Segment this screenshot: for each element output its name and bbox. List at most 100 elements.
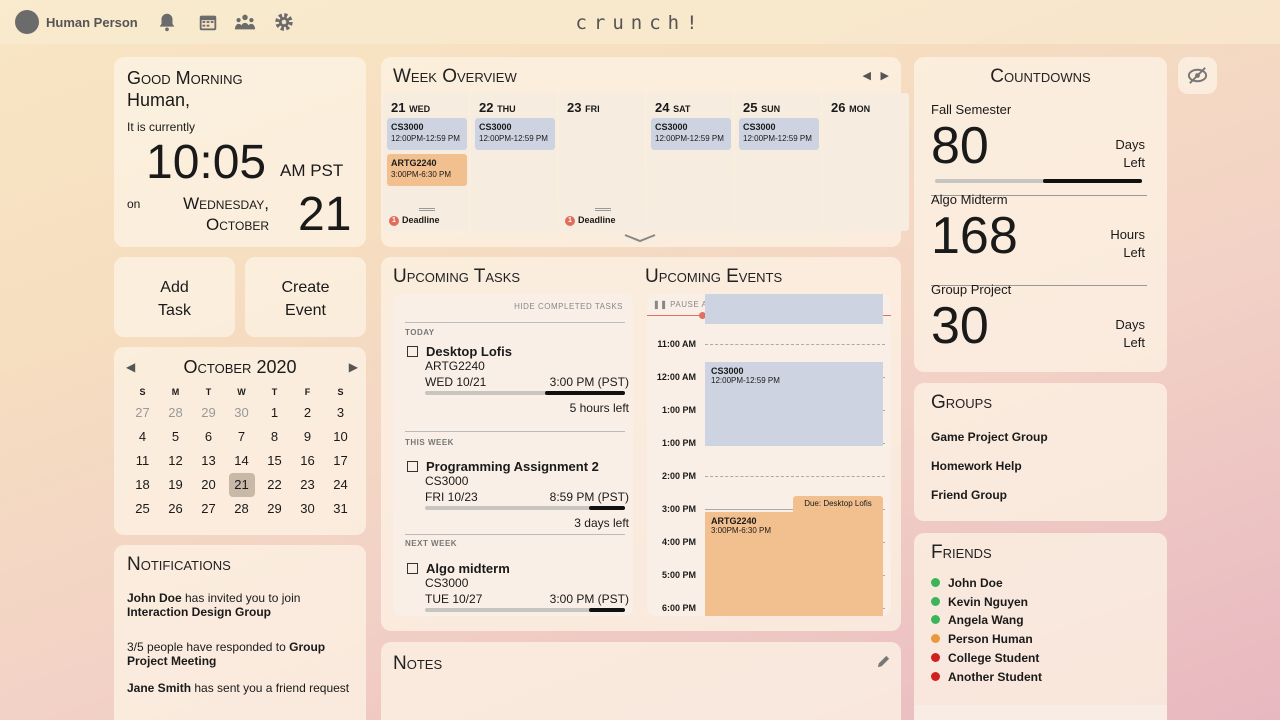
group-item[interactable]: Game Project Group xyxy=(931,430,1048,444)
calendar-day[interactable]: 28 xyxy=(159,401,192,425)
calendar-day-label: 6 xyxy=(204,429,213,444)
week-day-header: 26 MON xyxy=(831,100,870,115)
calendar-day[interactable]: 20 xyxy=(192,473,225,497)
week-day-column[interactable]: 25 SUN CS3000 12:00PM-12:59 PM xyxy=(735,93,821,231)
calendar-day-label: 12 xyxy=(168,453,183,468)
notification-item[interactable]: 3/5 people have responded to Group Proje… xyxy=(127,640,352,668)
week-event[interactable]: CS3000 12:00PM-12:59 PM xyxy=(475,118,555,150)
expand-chevron-icon[interactable] xyxy=(623,233,657,243)
week-day-column[interactable]: 23 FRI 1 Deadline xyxy=(559,93,645,231)
calendar-day[interactable]: 22 xyxy=(258,473,291,497)
calendar-day[interactable]: 16 xyxy=(291,449,324,473)
timeline-event[interactable]: ARTG2240 3:00PM-6:30 PM xyxy=(705,512,883,616)
calendar-day[interactable]: 21 xyxy=(225,473,258,497)
calendar-day[interactable]: 5 xyxy=(159,425,192,449)
hide-completed-button[interactable]: HIDE COMPLETED TASKS xyxy=(514,302,623,311)
gear-icon[interactable] xyxy=(273,11,295,33)
week-prev-icon[interactable]: ◀ xyxy=(862,70,871,82)
edit-pencil-icon[interactable] xyxy=(876,654,891,669)
timeline-event[interactable]: CS3000 12:00PM-12:59 PM xyxy=(705,362,883,446)
notification-item[interactable]: John Doe has invited you to join Interac… xyxy=(127,591,352,619)
calendar-day[interactable]: 28 xyxy=(225,497,258,521)
week-day-column[interactable]: 22 THU CS3000 12:00PM-12:59 PM xyxy=(471,93,557,231)
calendar-day[interactable]: 2 xyxy=(291,401,324,425)
week-event[interactable]: CS3000 12:00PM-12:59 PM xyxy=(387,118,467,150)
task-item[interactable]: Algo midterm CS3000 TUE 10/27 3:00 PM (PST) xyxy=(407,560,629,616)
calendar-day[interactable]: 10 xyxy=(324,425,357,449)
calendar-day[interactable]: 29 xyxy=(258,497,291,521)
section-today: TODAY xyxy=(405,328,435,337)
task-item[interactable]: Programming Assignment 2 CS3000 FRI 10/23 8… xyxy=(407,458,629,538)
calendar-day-label: 14 xyxy=(234,453,249,468)
group-item[interactable]: Friend Group xyxy=(931,488,1007,502)
calendar-day-label: 26 xyxy=(168,501,183,516)
calendar-day[interactable]: 3 xyxy=(324,401,357,425)
prev-month-icon[interactable]: ◀ xyxy=(126,360,136,374)
calendar-day[interactable]: 23 xyxy=(291,473,324,497)
event-time: 12:00PM-12:59 PM xyxy=(743,134,812,143)
next-month-icon[interactable]: ▶ xyxy=(348,360,358,374)
friend-item[interactable]: John Doe xyxy=(931,576,1003,590)
calendar-day[interactable]: 9 xyxy=(291,425,324,449)
create-event-button[interactable]: Create Event xyxy=(245,257,366,337)
calendar-day[interactable]: 26 xyxy=(159,497,192,521)
calendar-day[interactable]: 7 xyxy=(225,425,258,449)
task-course: CS3000 xyxy=(425,474,469,488)
friend-name: Person Human xyxy=(948,632,1033,647)
bell-icon[interactable] xyxy=(156,11,178,33)
week-event[interactable]: CS3000 12:00PM-12:59 PM xyxy=(651,118,731,150)
week-event[interactable]: CS3000 12:00PM-12:59 PM xyxy=(739,118,819,150)
event-time: 12:00PM-12:59 PM xyxy=(391,134,460,143)
calendar-day[interactable]: 14 xyxy=(225,449,258,473)
week-next-icon[interactable]: ▶ xyxy=(880,70,889,82)
friend-item[interactable]: Kevin Nguyen xyxy=(931,595,1028,609)
calendar-day[interactable]: 4 xyxy=(126,425,159,449)
task-checkbox[interactable] xyxy=(407,461,418,472)
task-checkbox[interactable] xyxy=(407,346,418,357)
calendar-day[interactable]: 25 xyxy=(126,497,159,521)
hide-visibility-button[interactable] xyxy=(1178,57,1217,94)
calendar-day[interactable]: 30 xyxy=(291,497,324,521)
calendar-day[interactable]: 8 xyxy=(258,425,291,449)
notification-item[interactable]: Jane Smith has sent you a friend request xyxy=(127,681,352,695)
avatar[interactable] xyxy=(15,10,39,34)
calendar-day[interactable]: 24 xyxy=(324,473,357,497)
friend-name: College Student xyxy=(948,650,1040,665)
deadline-badge[interactable]: 1 Deadline xyxy=(565,215,616,226)
week-day-column[interactable]: 26 MON xyxy=(823,93,909,231)
task-due: 8:59 PM (PST) xyxy=(549,490,629,504)
calendar-day[interactable]: 6 xyxy=(192,425,225,449)
task-item[interactable]: Desktop Lofis ARTG2240 WED 10/21 3:00 PM (P… xyxy=(407,343,629,423)
calendar-day[interactable]: 31 xyxy=(324,497,357,521)
friend-item[interactable]: Another Student xyxy=(931,670,1042,684)
calendar-day[interactable]: 30 xyxy=(225,401,258,425)
deadline-badge[interactable]: 1 Deadline xyxy=(389,215,440,226)
calendar-day[interactable]: 12 xyxy=(159,449,192,473)
due-marker[interactable]: Due: Desktop Lofis xyxy=(793,496,883,512)
calendar-day[interactable]: 29 xyxy=(192,401,225,425)
friend-item[interactable]: College Student xyxy=(931,651,1039,665)
calendar-day[interactable]: 19 xyxy=(159,473,192,497)
calendar-icon[interactable] xyxy=(197,11,219,33)
notification-subject: Interaction Design Group xyxy=(127,605,272,619)
countdown-unit-1: Days xyxy=(1115,137,1145,152)
week-event[interactable]: ARTG2240 3:00PM-6:30 PM xyxy=(387,154,467,186)
task-checkbox[interactable] xyxy=(407,563,418,574)
calendar-day[interactable]: 17 xyxy=(324,449,357,473)
calendar-day[interactable]: 27 xyxy=(126,401,159,425)
add-task-button[interactable]: Add Task xyxy=(114,257,235,337)
calendar-day[interactable]: 15 xyxy=(258,449,291,473)
currently-label: It is currently xyxy=(127,120,196,134)
group-item[interactable]: Homework Help xyxy=(931,459,1022,473)
week-day-column[interactable]: 21 WED CS3000 12:00PM-12:59 PM ARTG2240 3:00… xyxy=(383,93,469,231)
calendar-day[interactable]: 1 xyxy=(258,401,291,425)
calendar-day[interactable]: 13 xyxy=(192,449,225,473)
calendar-day[interactable]: 18 xyxy=(126,473,159,497)
user-name[interactable]: Human Person xyxy=(46,15,138,30)
calendar-day[interactable]: 27 xyxy=(192,497,225,521)
friend-item[interactable]: Angela Wang xyxy=(931,613,1024,627)
group-icon[interactable] xyxy=(234,11,256,33)
friend-item[interactable]: Person Human xyxy=(931,632,1033,646)
calendar-day[interactable]: 11 xyxy=(126,449,159,473)
week-day-column[interactable]: 24 SAT CS3000 12:00PM-12:59 PM xyxy=(647,93,733,231)
